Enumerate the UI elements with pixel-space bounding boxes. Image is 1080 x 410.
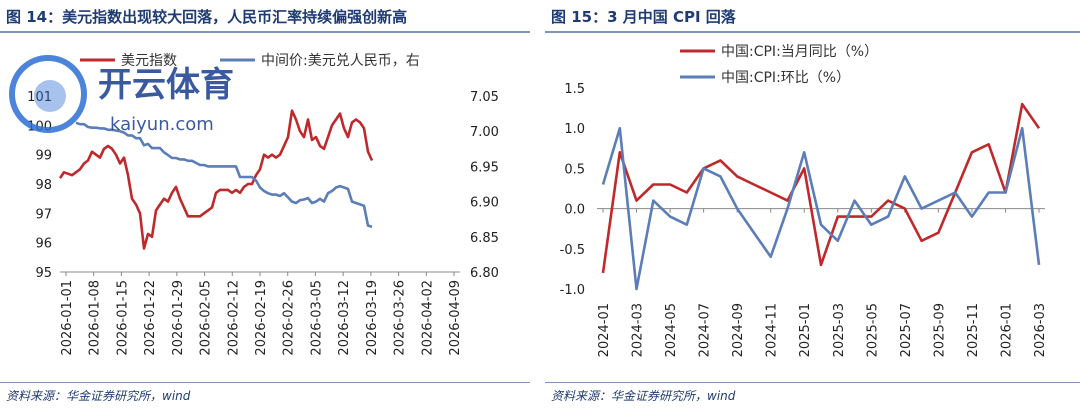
chart14-x-tick-label: 2026-02-26 bbox=[282, 280, 297, 356]
chart14-title-rule bbox=[0, 31, 530, 33]
chart14-panel: 图 14：美元指数出现较大回落，人民币汇率持续偏强创新高 美元指数 中间价:美元… bbox=[0, 0, 530, 410]
chart15-x-tick-label: 2025-03 bbox=[832, 303, 847, 357]
chart14-x-tick-label: 2026-02-05 bbox=[199, 280, 214, 356]
chart14-y-left-tick-label: 96 bbox=[35, 237, 52, 252]
chart15-x-tick-label: 2024-05 bbox=[664, 303, 679, 357]
chart14-x-tick-label: 2026-03-26 bbox=[393, 280, 408, 356]
chart14-legend-label-cny: 中间价:美元兑人民币，右 bbox=[261, 53, 420, 69]
chart14-x-tick-label: 2026-04-09 bbox=[448, 280, 463, 356]
chart14-y-left-tick-label: 99 bbox=[35, 149, 52, 164]
chart15-x-tick-label: 2025-01 bbox=[798, 303, 813, 357]
chart14-y-left-tick-label: 95 bbox=[35, 266, 52, 281]
chart15-x-tick-label: 2025-07 bbox=[899, 303, 914, 357]
chart14-x-tick-label: 2026-01-29 bbox=[171, 280, 186, 356]
chart14-y-left-tick-label: 101 bbox=[27, 90, 52, 105]
chart15-x-tick-label: 2024-09 bbox=[731, 303, 746, 357]
chart15-svg: 中国:CPI:当月同比（%） 中国:CPI:环比（%） -1.0 -0.5 0.0 0… bbox=[560, 44, 1048, 357]
chart14-svg: 美元指数 中间价:美元兑人民币，右 95969798991001016.806.… bbox=[27, 53, 499, 356]
chart14-x-tick-label: 2026-03-19 bbox=[365, 280, 380, 356]
chart15-x-tick-label: 2026-01 bbox=[999, 303, 1014, 357]
chart14-y-right-tick-label: 7.05 bbox=[470, 90, 499, 105]
chart15-x-tick-label: 2025-09 bbox=[932, 303, 947, 357]
chart14-axes: 95969798991001016.806.856.906.957.007.05… bbox=[27, 90, 499, 356]
chart15-title-rule bbox=[545, 31, 1080, 33]
chart15-x-tick-label: 2024-01 bbox=[597, 303, 612, 357]
chart15-x-tick-label: 2025-11 bbox=[966, 303, 981, 357]
chart15-y-tick-label: -0.5 bbox=[560, 243, 585, 258]
chart15-source-rule bbox=[545, 382, 1080, 383]
chart15-series-line-cpi-yoy bbox=[601, 102, 1041, 274]
chart14-y-right-tick-label: 6.95 bbox=[470, 160, 499, 175]
chart14-x-tick-label: 2026-04-02 bbox=[420, 280, 435, 356]
watermark-brand: 开云体育 bbox=[98, 65, 234, 105]
chart14-figure-title: 图 14：美元指数出现较大回落，人民币汇率持续偏强创新高 bbox=[6, 8, 408, 26]
chart14-x-tick-label: 2026-03-05 bbox=[309, 280, 324, 356]
chart14-y-right-tick-label: 7.00 bbox=[470, 125, 499, 140]
chart14-source: 资料来源：华金证券研究所，wind bbox=[6, 389, 191, 403]
chart14-x-tick-label: 2026-02-12 bbox=[226, 280, 241, 356]
chart15-x-tick-label: 2024-11 bbox=[765, 303, 780, 357]
chart14-series-line-cny-rate bbox=[75, 121, 373, 229]
chart14-lines bbox=[58, 109, 374, 250]
chart15-y-tick-label: 1.0 bbox=[564, 122, 585, 137]
chart15-y-tick-label: 0.0 bbox=[564, 203, 585, 218]
chart14-legend-label-usd: 美元指数 bbox=[121, 53, 177, 69]
chart14-y-left-tick-label: 97 bbox=[35, 207, 52, 222]
chart15-y-tick-label: -1.0 bbox=[560, 283, 585, 298]
chart15-source: 资料来源：华金证券研究所，wind bbox=[551, 389, 736, 403]
chart15-y-tick-label: 0.5 bbox=[564, 162, 585, 177]
chart15-figure-title: 图 15：3 月中国 CPI 回落 bbox=[551, 8, 736, 26]
chart14-series-line-usd-index bbox=[58, 109, 374, 250]
watermark-ball-icon bbox=[34, 80, 66, 112]
chart15-panel: 图 15：3 月中国 CPI 回落 中国:CPI:当月同比（%） 中国:CPI:… bbox=[545, 0, 1080, 410]
chart14-y-right-tick-label: 6.90 bbox=[470, 196, 499, 211]
chart15-y-tick-label: 1.5 bbox=[564, 82, 585, 97]
chart15-x-tick-label: 2024-07 bbox=[698, 303, 713, 357]
chart14-source-rule bbox=[0, 382, 530, 383]
chart15-legend-label-mom: 中国:CPI:环比（%） bbox=[721, 70, 850, 86]
kaiyun-watermark-logo: 开云体育 kaiyun.com bbox=[9, 55, 234, 135]
chart14-x-tick-label: 2026-01-15 bbox=[115, 280, 130, 356]
chart15-x-tick-label: 2024-03 bbox=[631, 303, 646, 357]
chart14-x-tick-label: 2026-01-01 bbox=[60, 280, 75, 356]
chart14-legend: 美元指数 中间价:美元兑人民币，右 bbox=[80, 53, 420, 69]
chart14-y-left-tick-label: 98 bbox=[35, 178, 52, 193]
chart15-x-tick-label: 2026-03 bbox=[1033, 303, 1048, 357]
chart14-x-tick-label: 2026-02-19 bbox=[254, 280, 269, 356]
chart14-y-right-tick-label: 6.80 bbox=[470, 266, 499, 281]
chart14-x-tick-label: 2026-03-12 bbox=[337, 280, 352, 356]
chart15-x-tick-label: 2025-05 bbox=[865, 303, 880, 357]
chart15-legend: 中国:CPI:当月同比（%） 中国:CPI:环比（%） bbox=[680, 44, 878, 86]
chart14-x-tick-label: 2026-01-08 bbox=[88, 280, 103, 356]
watermark-url: kaiyun.com bbox=[110, 114, 214, 135]
chart15-axes: -1.0 -0.5 0.0 0.5 1.0 1.5 2024-01 2024-03 2024-0… bbox=[560, 82, 1048, 357]
chart15-series-line-cpi-mom bbox=[601, 126, 1041, 291]
chart14-x-tick-label: 2026-01-22 bbox=[143, 280, 158, 356]
watermark-circle bbox=[9, 55, 87, 133]
chart15-legend-label-yoy: 中国:CPI:当月同比（%） bbox=[721, 44, 878, 60]
chart15-lines bbox=[601, 102, 1041, 291]
chart14-y-right-tick-label: 6.85 bbox=[470, 231, 499, 246]
